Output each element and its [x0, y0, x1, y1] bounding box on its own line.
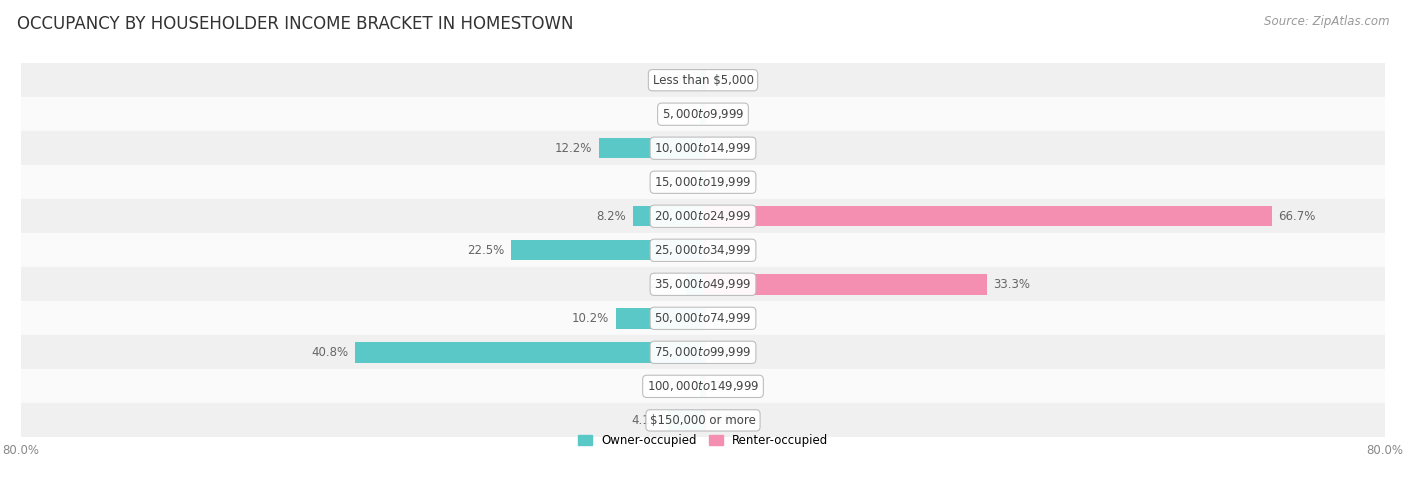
Text: 4.1%: 4.1% [631, 414, 661, 427]
Bar [21, 131, 1385, 165]
Bar [703, 274, 987, 295]
Text: 0.0%: 0.0% [713, 380, 742, 393]
Bar [703, 342, 706, 363]
Bar [703, 376, 706, 397]
Bar [703, 172, 706, 192]
Text: $10,000 to $14,999: $10,000 to $14,999 [654, 141, 752, 155]
Legend: Owner-occupied, Renter-occupied: Owner-occupied, Renter-occupied [572, 430, 834, 452]
Bar [599, 138, 703, 158]
Text: 10.2%: 10.2% [572, 312, 609, 325]
Text: $25,000 to $34,999: $25,000 to $34,999 [654, 243, 752, 257]
Bar [703, 70, 706, 90]
Bar [668, 410, 703, 431]
Text: $150,000 or more: $150,000 or more [650, 414, 756, 427]
Text: 12.2%: 12.2% [555, 142, 592, 155]
Text: $5,000 to $9,999: $5,000 to $9,999 [662, 107, 744, 121]
Text: $15,000 to $19,999: $15,000 to $19,999 [654, 175, 752, 189]
Text: 33.3%: 33.3% [994, 278, 1031, 291]
Bar [616, 308, 703, 329]
Text: 0.0%: 0.0% [713, 176, 742, 189]
Text: 0.0%: 0.0% [713, 108, 742, 121]
Bar [686, 274, 703, 295]
Bar [703, 410, 706, 431]
Bar [703, 308, 706, 329]
Text: 0.0%: 0.0% [713, 414, 742, 427]
Text: 0.0%: 0.0% [664, 108, 693, 121]
Bar [21, 63, 1385, 97]
Text: $75,000 to $99,999: $75,000 to $99,999 [654, 346, 752, 359]
Text: 40.8%: 40.8% [311, 346, 349, 359]
Bar [356, 342, 703, 363]
Bar [703, 206, 1271, 226]
Bar [21, 301, 1385, 335]
Text: 0.0%: 0.0% [713, 346, 742, 359]
Text: $35,000 to $49,999: $35,000 to $49,999 [654, 278, 752, 291]
Text: Less than $5,000: Less than $5,000 [652, 74, 754, 87]
Text: 0.0%: 0.0% [713, 244, 742, 257]
Bar [21, 267, 1385, 301]
Text: 0.0%: 0.0% [713, 142, 742, 155]
Text: OCCUPANCY BY HOUSEHOLDER INCOME BRACKET IN HOMESTOWN: OCCUPANCY BY HOUSEHOLDER INCOME BRACKET … [17, 15, 574, 33]
Bar [21, 199, 1385, 233]
Bar [700, 70, 703, 90]
Bar [703, 104, 706, 124]
Text: 0.0%: 0.0% [664, 380, 693, 393]
Text: Source: ZipAtlas.com: Source: ZipAtlas.com [1264, 15, 1389, 28]
Bar [21, 369, 1385, 403]
Bar [512, 240, 703, 260]
Bar [21, 335, 1385, 369]
Bar [700, 172, 703, 192]
Bar [703, 240, 706, 260]
Bar [21, 233, 1385, 267]
Text: 22.5%: 22.5% [467, 244, 505, 257]
Bar [21, 165, 1385, 199]
Text: $50,000 to $74,999: $50,000 to $74,999 [654, 312, 752, 325]
Text: 0.0%: 0.0% [664, 74, 693, 87]
Text: 0.0%: 0.0% [664, 176, 693, 189]
Text: $20,000 to $24,999: $20,000 to $24,999 [654, 209, 752, 223]
Text: 2.0%: 2.0% [650, 278, 679, 291]
Bar [633, 206, 703, 226]
Text: 8.2%: 8.2% [596, 210, 626, 223]
Bar [21, 403, 1385, 437]
Text: 0.0%: 0.0% [713, 74, 742, 87]
Text: $100,000 to $149,999: $100,000 to $149,999 [647, 380, 759, 393]
Bar [700, 376, 703, 397]
Bar [700, 104, 703, 124]
Bar [703, 138, 706, 158]
Text: 66.7%: 66.7% [1278, 210, 1316, 223]
Bar [21, 97, 1385, 131]
Text: 0.0%: 0.0% [713, 312, 742, 325]
